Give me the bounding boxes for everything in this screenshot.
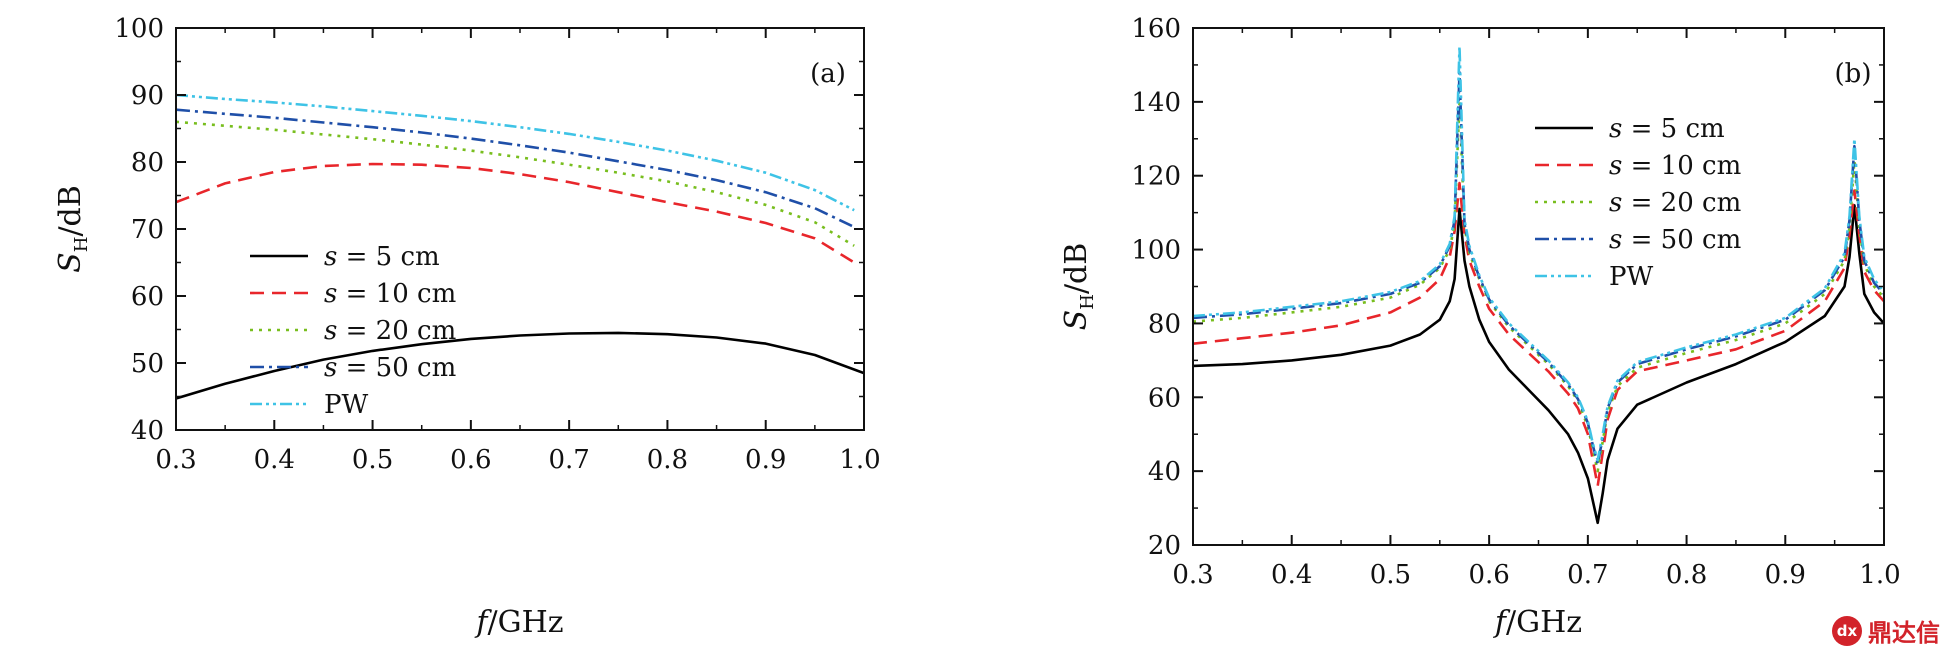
legend-label-s50: s = 50 cm [324, 353, 456, 383]
legend-label-s10: s = 10 cm [324, 279, 456, 309]
legend-value: = 10 cm [1622, 151, 1741, 181]
plot-frame [1192, 27, 1885, 546]
y-tick-label: 70 [131, 215, 164, 245]
x-tick-label: 0.6 [450, 445, 491, 475]
x-tick-label: 0.7 [1567, 560, 1608, 590]
legend-variable: s [1609, 151, 1622, 181]
y-tick-label: 60 [1148, 383, 1181, 413]
y-axis-subscript: H [71, 237, 92, 253]
legend-variable: s [1609, 225, 1622, 255]
y-tick-label: 80 [1148, 309, 1181, 339]
legend-variable: s [1609, 114, 1622, 144]
legend-label-s5: s = 5 cm [324, 242, 440, 272]
y-tick-label: 20 [1148, 531, 1181, 561]
legend-variable: s [324, 316, 337, 346]
x-tick-label: 0.3 [1172, 560, 1213, 590]
x-tick-label: 0.5 [352, 445, 393, 475]
panel-label: (b) [1835, 59, 1872, 89]
legend-variable: s [1609, 188, 1622, 218]
series-line-s5 [1193, 204, 1884, 525]
y-axis-subscript: H [1077, 294, 1098, 310]
x-tick-label: 0.5 [1370, 560, 1411, 590]
y-tick-label: 100 [1131, 236, 1181, 266]
legend-label-pw: PW [324, 390, 368, 420]
legend-value: = 10 cm [337, 279, 456, 309]
y-tick-label: 60 [131, 282, 164, 312]
legend-value: = 5 cm [1622, 114, 1724, 144]
series-line-s20 [176, 120, 855, 247]
legend-label-s20: s = 20 cm [1609, 188, 1741, 218]
series-line-pw [176, 93, 855, 212]
chart-panel-1: 0.3 0.4 0.5 0.6 0.7 0.8 0.9 1.0 40 50 60 70 80 90 100 f… [53, 14, 881, 640]
y-axis-variable: S [53, 252, 88, 273]
y-tick-label: 80 [131, 148, 164, 178]
x-axis-title: f/GHz [1493, 605, 1582, 640]
x-tick-label: 0.4 [1271, 560, 1312, 590]
x-tick-label: 0.8 [647, 445, 688, 475]
x-tick-label: 0.9 [1765, 560, 1806, 590]
legend-variable: s [324, 279, 337, 309]
y-axis-unit: /dB [1059, 243, 1094, 294]
legend-variable: s [324, 242, 337, 272]
legend-label-pw: PW [1609, 262, 1653, 292]
legend-label-s20: s = 20 cm [324, 316, 456, 346]
chart-panel-2: 0.3 0.4 0.5 0.6 0.7 0.8 0.9 1.0 20 40 60 80 100 120 14… [1059, 14, 1901, 640]
legend-value: = 5 cm [337, 242, 439, 272]
y-tick-label: 40 [1148, 457, 1181, 487]
legend-label-s50: s = 50 cm [1609, 225, 1741, 255]
legend-variable: s [324, 353, 337, 383]
panel-label: (a) [810, 59, 846, 89]
y-axis-variable: S [1059, 310, 1094, 331]
legend-value: = 50 cm [337, 353, 456, 383]
watermark: dx 鼎达信 [1832, 613, 1940, 648]
y-axis-title: SH/dB [53, 185, 92, 273]
legend-value: = 20 cm [337, 316, 456, 346]
y-tick-label: 40 [131, 416, 164, 446]
legend-label-s10: s = 10 cm [1609, 151, 1741, 181]
y-tick-label: 160 [1131, 14, 1181, 44]
series-line-s10 [176, 162, 855, 264]
x-tick-label: 0.6 [1468, 560, 1509, 590]
y-tick-label: 90 [131, 81, 164, 111]
watermark-text: 鼎达信 [1868, 619, 1940, 647]
y-tick-label: 120 [1131, 162, 1181, 192]
x-axis-unit: /GHz [1506, 605, 1582, 640]
watermark-logo-icon: dx [1832, 615, 1862, 646]
x-tick-label: 1.0 [1859, 560, 1900, 590]
y-tick-label: 50 [131, 349, 164, 379]
series-line-pw [1193, 45, 1884, 462]
series-line-s20 [1193, 100, 1884, 473]
x-tick-label: 0.7 [548, 445, 589, 475]
x-tick-label: 0.4 [254, 445, 295, 475]
y-tick-label: 140 [1131, 88, 1181, 118]
y-axis-title: SH/dB [1059, 243, 1098, 331]
x-axis-unit: /GHz [488, 605, 564, 640]
x-axis-title: f/GHz [474, 605, 563, 640]
y-tick-label: 100 [114, 14, 164, 44]
series-line-s50 [176, 108, 855, 229]
y-axis-unit: /dB [53, 185, 88, 236]
series-line-s50 [1193, 71, 1884, 466]
x-tick-label: 0.9 [745, 445, 786, 475]
legend-value: = 20 cm [1622, 188, 1741, 218]
x-tick-label: 1.0 [839, 445, 880, 475]
series-line-s10 [1193, 181, 1884, 488]
legend-value: = 50 cm [1622, 225, 1741, 255]
x-tick-label: 0.3 [155, 445, 196, 475]
legend-label-s5: s = 5 cm [1609, 114, 1725, 144]
x-tick-label: 0.8 [1666, 560, 1707, 590]
